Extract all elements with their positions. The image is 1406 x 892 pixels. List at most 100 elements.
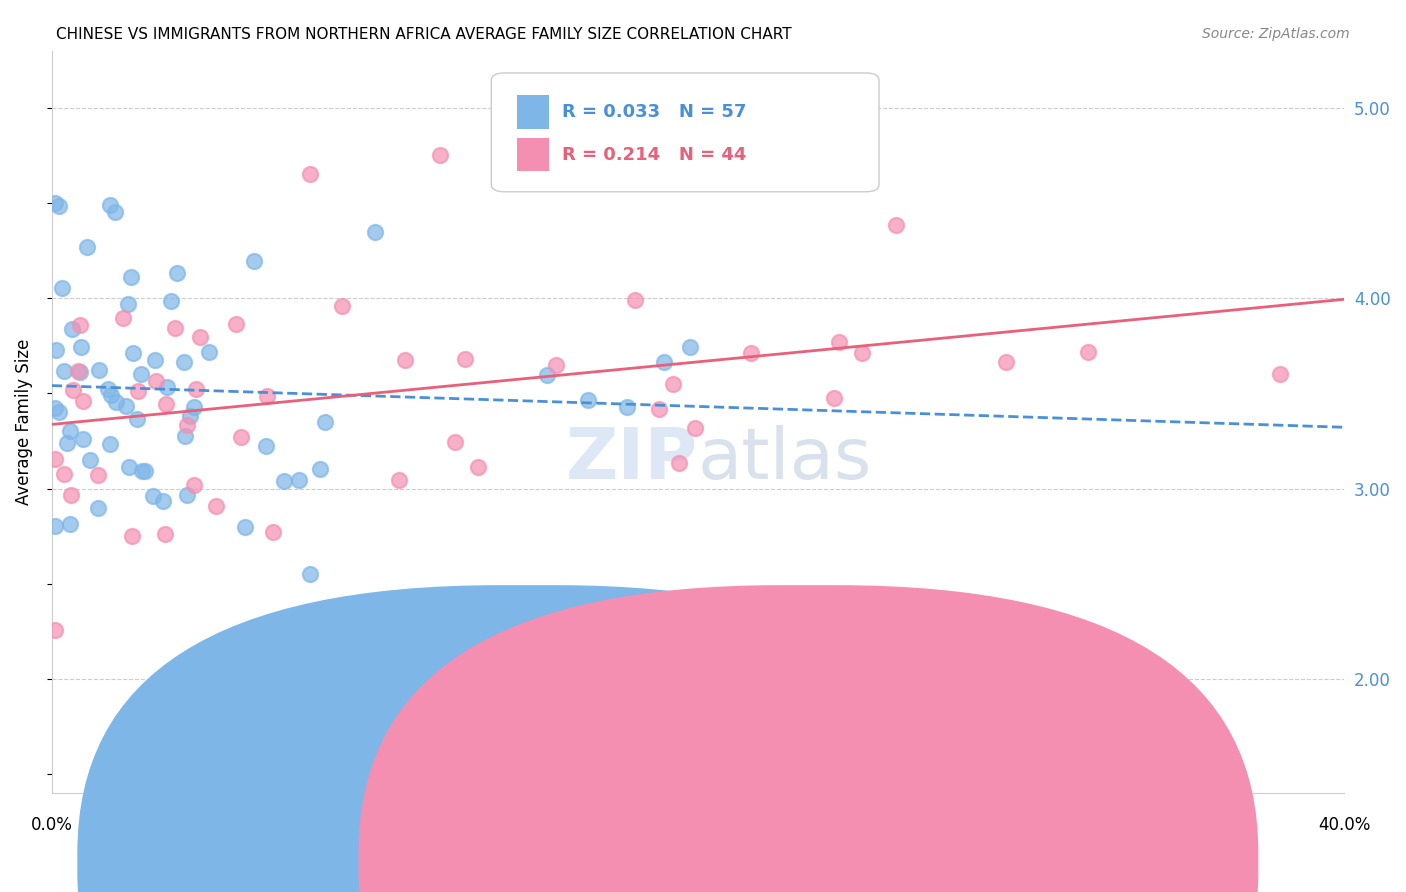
Point [44, 451, 66, 466]
Point [851, 346, 873, 360]
Point [299, 567, 322, 582]
Point [740, 346, 762, 360]
Point [45, 343, 67, 357]
Point [1268, 368, 1291, 382]
Point [1077, 345, 1099, 359]
Point [122, 345, 145, 359]
Point [648, 402, 671, 417]
Point [668, 457, 690, 471]
Point [166, 266, 188, 280]
Point [429, 148, 451, 162]
Bar [517, 137, 550, 171]
Point [576, 392, 599, 407]
Point [44, 623, 66, 637]
Point [53, 364, 76, 378]
Y-axis label: Average Family Size: Average Family Size [15, 339, 32, 505]
Point [131, 464, 153, 478]
Point [454, 352, 477, 367]
Point [546, 358, 568, 372]
Point [145, 374, 167, 388]
Point [173, 355, 195, 369]
Point [142, 489, 165, 503]
Point [115, 400, 138, 414]
Point [59, 517, 82, 532]
Point [76, 240, 98, 254]
Point [160, 293, 183, 308]
Point [98, 198, 121, 212]
Point [309, 461, 332, 475]
Point [60, 322, 83, 336]
Point [176, 418, 198, 433]
Point [104, 395, 127, 409]
Point [127, 384, 149, 398]
Point [55, 436, 77, 450]
Point [624, 293, 647, 308]
Text: CHINESE VS IMMIGRANTS FROM NORTHERN AFRICA AVERAGE FAMILY SIZE CORRELATION CHART: CHINESE VS IMMIGRANTS FROM NORTHERN AFRI… [56, 27, 792, 42]
FancyBboxPatch shape [491, 73, 879, 192]
Point [59, 488, 82, 502]
Text: Immigrants from Northern Africa: Immigrants from Northern Africa [737, 852, 1007, 870]
Point [62, 383, 84, 397]
Point [69, 365, 91, 379]
Point [104, 205, 127, 219]
Point [299, 168, 322, 182]
Point [153, 527, 176, 541]
Point [117, 297, 139, 311]
Point [995, 355, 1018, 369]
Point [87, 500, 110, 515]
Point [183, 400, 205, 414]
Point [183, 477, 205, 491]
Point [120, 270, 142, 285]
Point [69, 318, 91, 333]
Point [52, 467, 75, 481]
Point [256, 389, 278, 403]
Point [79, 452, 101, 467]
Point [242, 254, 264, 268]
Point [388, 473, 411, 487]
Point [72, 393, 94, 408]
Point [118, 459, 141, 474]
Bar [517, 95, 550, 128]
Point [683, 420, 706, 434]
Point [100, 388, 122, 402]
Point [134, 465, 156, 479]
Text: 0.0%: 0.0% [31, 816, 73, 834]
Point [176, 488, 198, 502]
Point [288, 473, 311, 487]
Text: Source: ZipAtlas.com: Source: ZipAtlas.com [1202, 27, 1350, 41]
Point [364, 225, 387, 239]
Text: 40.0%: 40.0% [1319, 816, 1371, 834]
Point [616, 400, 638, 414]
Point [229, 430, 252, 444]
Point [254, 439, 277, 453]
Point [394, 353, 416, 368]
Point [48, 199, 70, 213]
Point [330, 299, 353, 313]
Point [198, 345, 221, 359]
Point [67, 364, 90, 378]
Point [186, 382, 208, 396]
Point [156, 380, 179, 394]
Point [96, 382, 118, 396]
Point [155, 396, 177, 410]
Point [87, 363, 110, 377]
Point [828, 335, 851, 350]
Point [125, 412, 148, 426]
Point [163, 321, 186, 335]
Text: atlas: atlas [697, 425, 873, 493]
Text: R = 0.033   N = 57: R = 0.033 N = 57 [562, 103, 747, 121]
Text: Chinese: Chinese [557, 852, 624, 870]
Point [179, 409, 201, 424]
Point [823, 391, 845, 405]
Point [444, 434, 467, 449]
Point [233, 520, 256, 534]
Point [72, 433, 94, 447]
Point [679, 340, 702, 354]
Point [662, 376, 685, 391]
Point [44, 519, 66, 533]
Point [536, 368, 558, 383]
Point [111, 310, 134, 325]
Point [314, 415, 336, 429]
Point [51, 281, 73, 295]
Point [44, 196, 66, 211]
